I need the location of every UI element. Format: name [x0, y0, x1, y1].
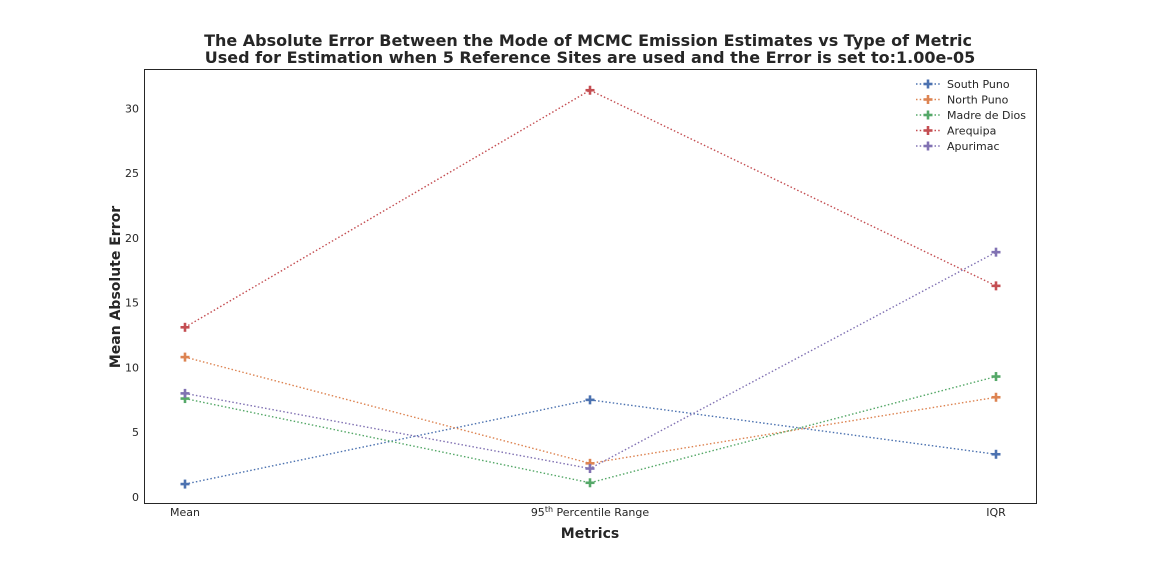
- series-arequipa: [180, 85, 1001, 332]
- data-point: [991, 281, 1001, 291]
- legend-item: South Puno: [916, 78, 1010, 91]
- legend-item: North Puno: [916, 94, 1009, 107]
- y-tick-label: 5: [132, 426, 139, 439]
- series-south-puno: [180, 395, 1001, 489]
- data-point: [585, 85, 595, 95]
- legend: South Puno North Puno Madre de Dios Arequip…: [916, 78, 1026, 153]
- legend-item: Madre de Dios: [916, 109, 1026, 122]
- legend-label: Arequipa: [947, 125, 996, 138]
- legend-marker: [923, 79, 933, 89]
- data-point: [585, 395, 595, 405]
- x-tick-label: Mean: [170, 506, 200, 519]
- data-point: [585, 464, 595, 474]
- chart-title-line-1: The Absolute Error Between the Mode of M…: [204, 31, 972, 50]
- series-line: [184, 356, 997, 465]
- y-tick-label: 20: [125, 232, 139, 245]
- y-tick-label: 10: [125, 361, 139, 374]
- legend-marker: [923, 95, 933, 104]
- data-point: [180, 352, 190, 362]
- legend-item: Arequipa: [916, 125, 996, 138]
- series-apurimac: [180, 247, 1001, 474]
- x-tick-label: 95th Percentile Range: [531, 505, 650, 519]
- data-point: [991, 372, 1001, 382]
- legend-marker: [923, 126, 933, 135]
- legend-label: Apurimac: [947, 140, 1000, 153]
- y-axis-ticks: 0 5 10 15 20 25 30: [125, 102, 139, 504]
- series-line: [184, 399, 997, 485]
- x-axis-ticks: Mean 95th Percentile Range IQR: [170, 505, 1006, 519]
- y-tick-label: 15: [125, 297, 139, 310]
- x-axis-label: Metrics: [561, 526, 619, 542]
- series-north-puno: [180, 352, 1001, 468]
- chart-title-line-2: Used for Estimation when 5 Reference Sit…: [205, 48, 975, 67]
- series-line: [184, 375, 997, 484]
- plot-area: [180, 85, 1001, 489]
- legend-item: Apurimac: [916, 140, 1000, 153]
- y-tick-label: 25: [125, 167, 139, 180]
- data-point: [991, 449, 1001, 459]
- data-point: [180, 388, 190, 398]
- plot-frame: [144, 69, 1037, 504]
- legend-label: South Puno: [947, 78, 1010, 91]
- data-point: [991, 247, 1001, 257]
- legend-marker: [923, 141, 933, 151]
- data-point: [180, 322, 190, 332]
- legend-label: Madre de Dios: [947, 109, 1026, 122]
- series-line: [184, 89, 997, 328]
- data-point: [180, 479, 190, 489]
- x-tick-label: IQR: [986, 506, 1006, 519]
- legend-marker: [923, 110, 933, 120]
- y-tick-label: 0: [132, 491, 139, 504]
- data-point: [585, 478, 595, 488]
- y-tick-label: 30: [125, 102, 139, 115]
- series-line: [184, 251, 997, 470]
- data-point: [991, 392, 1001, 402]
- legend-label: North Puno: [947, 94, 1009, 107]
- y-axis-label: Mean Absolute Error: [108, 206, 124, 368]
